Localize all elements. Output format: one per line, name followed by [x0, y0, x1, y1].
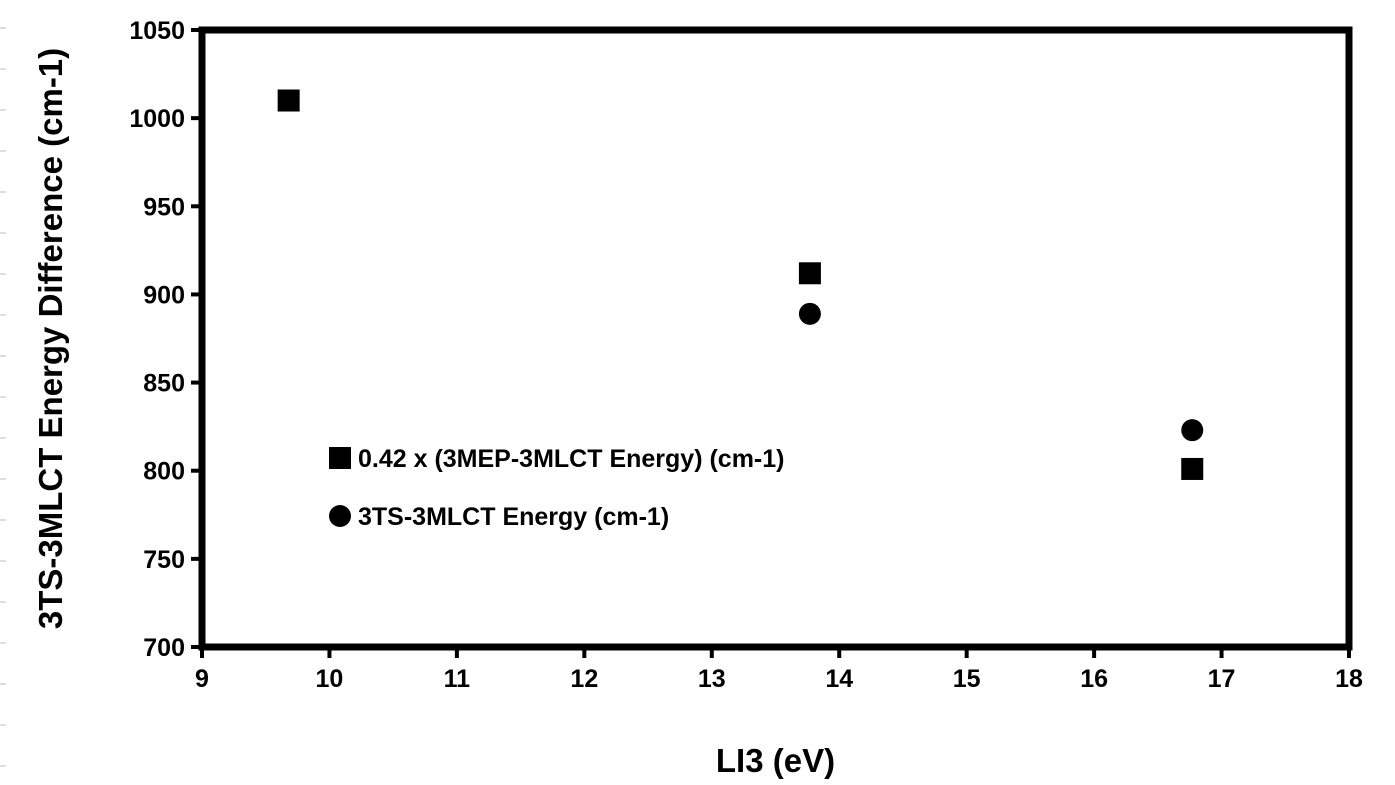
- y-axis-title: 3TS-3MLCT Energy Difference (cm-1): [32, 48, 69, 629]
- y-tick-label: 700: [143, 634, 185, 662]
- x-tick-label: 15: [953, 665, 981, 693]
- y-tick-label: 1000: [129, 105, 185, 133]
- y-tick-label: 1050: [129, 17, 185, 45]
- x-tick-label: 17: [1208, 665, 1236, 693]
- legend-square-icon: [329, 447, 351, 469]
- legend-label: 0.42 x (3MEP-3MLCT Energy) (cm-1): [358, 445, 785, 473]
- square-data-point: [798, 262, 821, 285]
- y-tick-label: 900: [143, 281, 185, 309]
- x-axis-title: LI3 (eV): [716, 742, 835, 779]
- y-tick-label: 750: [143, 546, 185, 574]
- x-tick-label: 10: [316, 665, 344, 693]
- x-tick-label: 13: [698, 665, 726, 693]
- x-tick-label: 16: [1080, 665, 1108, 693]
- x-tick-label: 9: [195, 665, 209, 693]
- data-points: [277, 89, 1204, 480]
- y-tick-label: 800: [143, 458, 185, 486]
- x-tick-label: 18: [1335, 665, 1363, 693]
- x-tick-label: 11: [444, 665, 471, 693]
- x-axis: 9 10 11 12 13 14 15 16 17 18: [195, 647, 1363, 693]
- legend: 0.42 x (3MEP-3MLCT Energy) (cm-1) 3TS-3ML…: [329, 445, 785, 531]
- y-tick-label: 850: [143, 370, 185, 398]
- plot-frame: [198, 26, 1353, 651]
- circle-data-point: [1181, 419, 1204, 442]
- y-axis: 700 750 800 850 900 950 1000 1050: [129, 17, 202, 662]
- legend-label: 3TS-3MLCT Energy (cm-1): [358, 503, 669, 531]
- y-tick-label: 950: [143, 193, 185, 221]
- x-tick-label: 12: [570, 665, 598, 693]
- square-data-point: [277, 89, 300, 112]
- x-tick-label: 14: [825, 665, 853, 693]
- circle-data-point: [798, 302, 821, 325]
- legend-circle-icon: [329, 505, 351, 527]
- square-data-point: [1181, 457, 1204, 480]
- left-edge-dashes: [0, 27, 6, 767]
